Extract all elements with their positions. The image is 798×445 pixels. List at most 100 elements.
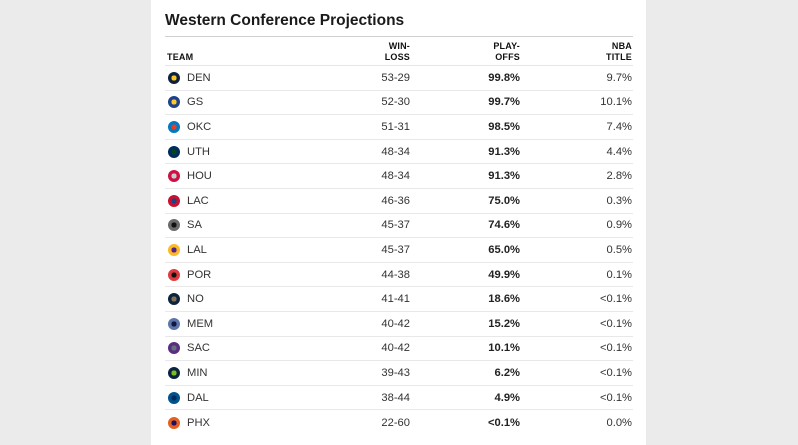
team-abbr[interactable]: LAC (187, 194, 209, 207)
team-cell: LAL (168, 243, 320, 256)
table-row[interactable]: UTH 48-34 91.3% 4.4% (165, 140, 633, 165)
team-cell: POR (168, 268, 320, 281)
team-cell: UTH (168, 145, 320, 158)
playoffs-value: <0.1% (487, 416, 520, 429)
header-nba-title[interactable]: NBA TITLE (606, 41, 632, 62)
team-list: DEN 53-29 99.8% 9.7% GS 52-30 99.7% 10.1… (165, 66, 633, 435)
nba-title-value: 7.4% (606, 120, 633, 133)
team-abbr[interactable]: DEN (187, 71, 211, 84)
team-cell: SA (168, 219, 320, 232)
timberwolves-logo-icon (168, 366, 180, 379)
playoffs-value: 75.0% (488, 194, 520, 207)
team-abbr[interactable]: HOU (187, 170, 212, 183)
table-row[interactable]: OKC 51-31 98.5% 7.4% (165, 115, 633, 140)
table-row[interactable]: SA 45-37 74.6% 0.9% (165, 214, 633, 239)
suns-logo-icon (168, 416, 180, 429)
table-row[interactable]: MEM 40-42 15.2% <0.1% (165, 312, 633, 337)
spurs-logo-icon (168, 219, 180, 232)
win-loss-value: 45-37 (381, 243, 410, 256)
nba-title-value: 0.0% (606, 416, 633, 429)
team-cell: GS (168, 96, 320, 109)
team-abbr[interactable]: NO (187, 293, 204, 306)
team-cell: MIN (168, 366, 320, 379)
table-row[interactable]: SAC 40-42 10.1% <0.1% (165, 337, 633, 362)
win-loss-value: 44-38 (381, 268, 410, 281)
team-cell: DEN (168, 71, 320, 84)
table-row[interactable]: HOU 48-34 91.3% 2.8% (165, 164, 633, 189)
playoffs-value: 10.1% (488, 342, 520, 355)
team-abbr[interactable]: SA (187, 219, 202, 232)
team-cell: OKC (168, 120, 320, 133)
table-row[interactable]: LAL 45-37 65.0% 0.5% (165, 238, 633, 263)
win-loss-value: 40-42 (381, 342, 410, 355)
win-loss-value: 53-29 (381, 71, 410, 84)
playoffs-value: 91.3% (488, 170, 520, 183)
warriors-logo-icon (168, 96, 180, 109)
nba-title-value: 0.3% (606, 194, 633, 207)
win-loss-value: 39-43 (381, 366, 410, 379)
team-cell: SAC (168, 342, 320, 355)
team-cell: DAL (168, 391, 320, 404)
mavericks-logo-icon (168, 391, 180, 404)
team-abbr[interactable]: MIN (187, 366, 208, 379)
playoffs-value: 99.8% (488, 71, 520, 84)
table-row[interactable]: POR 44-38 49.9% 0.1% (165, 263, 633, 288)
table-row[interactable]: NO 41-41 18.6% <0.1% (165, 287, 633, 312)
jazz-logo-icon (168, 145, 180, 158)
nuggets-logo-icon (168, 71, 180, 84)
team-abbr[interactable]: OKC (187, 120, 212, 133)
header-playoffs[interactable]: PLAY- OFFS (493, 41, 520, 62)
table-row[interactable]: LAC 46-36 75.0% 0.3% (165, 189, 633, 214)
header-team[interactable]: TEAM (167, 51, 194, 62)
win-loss-value: 41-41 (381, 293, 410, 306)
blazers-logo-icon (168, 268, 180, 281)
team-abbr[interactable]: POR (187, 268, 212, 281)
nba-title-value: 0.9% (606, 219, 633, 232)
nba-title-value: 10.1% (600, 96, 632, 109)
grizzlies-logo-icon (168, 317, 180, 330)
playoffs-value: 4.9% (494, 391, 521, 404)
win-loss-value: 48-34 (381, 145, 410, 158)
team-cell: PHX (168, 416, 320, 429)
playoffs-value: 6.2% (494, 366, 521, 379)
team-cell: NO (168, 293, 320, 306)
team-abbr[interactable]: GS (187, 96, 204, 109)
rockets-logo-icon (168, 170, 180, 183)
team-abbr[interactable]: DAL (187, 391, 209, 404)
page-title: Western Conference Projections (165, 12, 405, 29)
nba-title-value: <0.1% (599, 317, 632, 330)
team-abbr[interactable]: PHX (187, 416, 211, 429)
nba-title-value: 2.8% (606, 170, 633, 183)
nba-title-value: <0.1% (599, 366, 632, 379)
header-win-loss[interactable]: WIN- LOSS (384, 41, 410, 62)
playoffs-value: 91.3% (488, 145, 520, 158)
playoffs-value: 74.6% (488, 219, 520, 232)
playoffs-value: 65.0% (488, 243, 520, 256)
table-row[interactable]: DAL 38-44 4.9% <0.1% (165, 386, 633, 411)
team-cell: MEM (168, 317, 320, 330)
team-cell: LAC (168, 194, 320, 207)
win-loss-value: 52-30 (381, 96, 410, 109)
table-row[interactable]: PHX 22-60 <0.1% 0.0% (165, 410, 633, 435)
table-header: TEAM WIN- LOSS PLAY- OFFS NBA TITLE (165, 36, 633, 66)
team-abbr[interactable]: LAL (187, 243, 207, 256)
nba-title-value: 4.4% (606, 145, 633, 158)
table-row[interactable]: MIN 39-43 6.2% <0.1% (165, 361, 633, 386)
win-loss-value: 38-44 (381, 391, 410, 404)
team-abbr[interactable]: MEM (187, 317, 214, 330)
playoffs-value: 99.7% (488, 96, 520, 109)
win-loss-value: 48-34 (381, 170, 410, 183)
table-row[interactable]: DEN 53-29 99.8% 9.7% (165, 66, 633, 91)
playoffs-value: 98.5% (488, 120, 520, 133)
playoffs-value: 49.9% (488, 268, 520, 281)
team-abbr[interactable]: UTH (187, 145, 210, 158)
nba-title-value: <0.1% (599, 391, 632, 404)
nba-title-value: 0.5% (606, 243, 633, 256)
nba-title-value: <0.1% (599, 293, 632, 306)
projections-card: Western Conference Projections TEAM WIN-… (151, 0, 646, 445)
table-row[interactable]: GS 52-30 99.7% 10.1% (165, 91, 633, 116)
team-abbr[interactable]: SAC (187, 342, 211, 355)
playoffs-value: 18.6% (488, 293, 520, 306)
kings-logo-icon (168, 342, 180, 355)
thunder-logo-icon (168, 120, 180, 133)
